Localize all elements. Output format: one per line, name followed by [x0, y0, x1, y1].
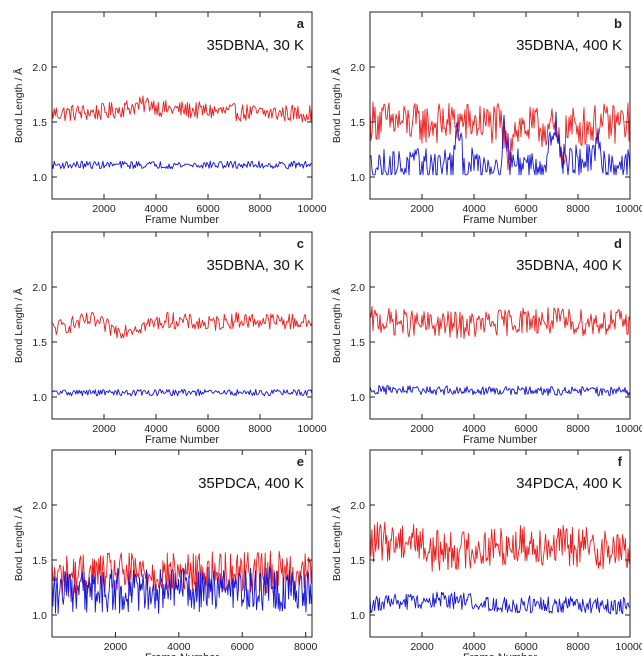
x-axis-label: Frame Number [145, 434, 219, 446]
y-tick-label: 1.5 [350, 555, 365, 567]
x-tick-label: 6000 [514, 641, 538, 653]
y-tick-label: 1.5 [32, 555, 47, 567]
x-tick-label: 4000 [462, 641, 486, 653]
x-axis-label: Frame Number [463, 214, 537, 226]
panel-letter: a [297, 16, 305, 31]
x-axis-label: Frame Number [463, 434, 537, 446]
y-tick-label: 1.5 [350, 117, 365, 129]
series-line-red [51, 95, 313, 123]
x-axis-label: Frame Number [145, 652, 219, 656]
series-line-blue [369, 384, 631, 397]
x-tick-label: 8000 [566, 203, 590, 215]
series-line-blue [51, 388, 313, 397]
series-line-red [369, 305, 631, 340]
panel-f: 2000 4000 6000 8000 10000 1.0 1.5 2.0 Frame Numb… [330, 449, 642, 656]
x-tick-label: 8000 [248, 203, 272, 215]
y-axis-label: Bond Length / Å [330, 506, 343, 581]
plot-frame [51, 231, 313, 420]
y-axis-label: Bond Length / Å [12, 288, 25, 363]
y-tick-label: 1.5 [32, 117, 47, 129]
panel-annotation: 35DBNA, 30 K [206, 37, 304, 54]
x-tick-label: 8000 [566, 423, 590, 435]
plot-frame [369, 231, 631, 420]
y-tick-label: 2.0 [32, 500, 47, 512]
x-tick-label: 2000 [410, 203, 434, 215]
y-tick-label: 2.0 [350, 282, 365, 294]
panel-c: 2000 4000 6000 8000 10000 1.0 1.5 2.0 Frame Numb… [12, 231, 327, 446]
y-axis-label: Bond Length / Å [330, 288, 343, 363]
panel-b: 2000 4000 6000 8000 10000 1.0 1.5 2.0 Frame Numb… [330, 11, 642, 226]
plot-frame [369, 11, 631, 200]
series-line-red [369, 521, 631, 572]
x-tick-label: 4000 [462, 423, 486, 435]
x-tick-label: 10000 [297, 203, 326, 215]
x-tick-label: 6000 [196, 423, 220, 435]
x-tick-label: 2000 [410, 423, 434, 435]
series-line-blue [369, 111, 631, 176]
plot-frame [51, 449, 313, 638]
series-line-blue [51, 160, 313, 170]
x-tick-label: 8000 [294, 641, 318, 653]
y-tick-label: 2.0 [32, 62, 47, 74]
x-tick-label: 8000 [566, 641, 590, 653]
x-tick-label: 6000 [514, 423, 538, 435]
x-axis-label: Frame Number [463, 652, 537, 656]
panel-annotation: 35DBNA, 400 K [516, 257, 622, 274]
y-tick-label: 1.0 [32, 392, 47, 404]
y-axis-label: Bond Length / Å [330, 68, 343, 143]
plot-frame [51, 11, 313, 200]
series-line-red [369, 101, 631, 171]
x-tick-label: 4000 [167, 641, 191, 653]
panel-letter: b [614, 16, 622, 31]
panel-annotation: 34PDCA, 400 K [516, 475, 622, 492]
series-line-blue [51, 566, 313, 614]
x-tick-label: 6000 [231, 641, 255, 653]
y-tick-label: 2.0 [350, 500, 365, 512]
x-tick-label: 4000 [462, 203, 486, 215]
x-tick-label: 10000 [615, 203, 642, 215]
panel-annotation: 35PDCA, 400 K [198, 475, 304, 492]
x-tick-label: 2000 [92, 203, 116, 215]
x-tick-label: 2000 [104, 641, 128, 653]
x-tick-label: 10000 [297, 423, 326, 435]
panel-e: 2000 4000 6000 8000 1.0 1.5 2.0 Frame Number Bon… [12, 449, 318, 656]
series-line-blue [369, 591, 630, 615]
series-line-red [51, 311, 313, 339]
y-tick-label: 1.5 [350, 337, 365, 349]
x-tick-label: 10000 [615, 423, 642, 435]
x-axis-label: Frame Number [145, 214, 219, 226]
y-tick-label: 1.0 [350, 392, 365, 404]
y-tick-label: 1.0 [350, 610, 365, 622]
panel-letter: c [297, 236, 304, 251]
x-tick-label: 4000 [144, 423, 168, 435]
panel-annotation: 35DBNA, 30 K [206, 257, 304, 274]
panel-letter: d [614, 236, 622, 251]
x-tick-label: 2000 [92, 423, 116, 435]
x-tick-label: 4000 [144, 203, 168, 215]
y-tick-label: 2.0 [350, 62, 365, 74]
panel-annotation: 35DBNA, 400 K [516, 37, 622, 54]
y-tick-label: 1.5 [32, 337, 47, 349]
y-axis-label: Bond Length / Å [12, 506, 25, 581]
plot-frame [369, 449, 631, 638]
x-tick-label: 8000 [248, 423, 272, 435]
panel-letter: f [618, 454, 623, 469]
panel-a: 2000 4000 6000 8000 10000 1.0 1.5 2.0 Frame Numb… [12, 11, 327, 226]
x-tick-label: 2000 [410, 641, 434, 653]
panel-letter: e [297, 454, 304, 469]
x-tick-label: 6000 [514, 203, 538, 215]
y-tick-label: 2.0 [32, 282, 47, 294]
x-tick-label: 10000 [615, 641, 642, 653]
y-tick-label: 1.0 [350, 172, 365, 184]
x-tick-label: 6000 [196, 203, 220, 215]
panel-d: 2000 4000 6000 8000 10000 1.0 1.5 2.0 Frame Numb… [330, 231, 642, 446]
y-axis-label: Bond Length / Å [12, 68, 25, 143]
y-tick-label: 1.0 [32, 610, 47, 622]
y-tick-label: 1.0 [32, 172, 47, 184]
